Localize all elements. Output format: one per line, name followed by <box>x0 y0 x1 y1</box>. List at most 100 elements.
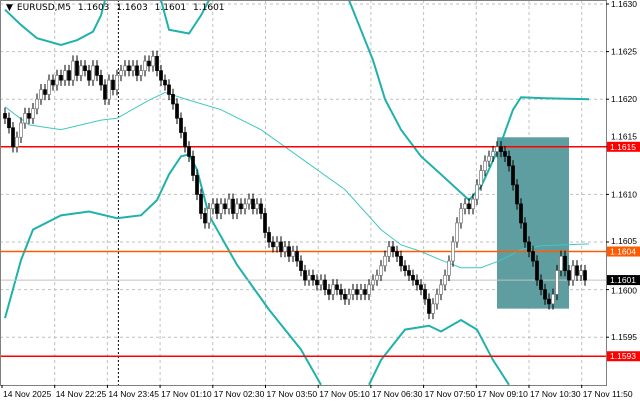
candle-body <box>211 203 215 210</box>
candle-body <box>175 103 179 119</box>
candle-body <box>347 294 351 300</box>
candle-body <box>435 294 439 305</box>
y-tick-label: 1.1600 <box>611 286 637 296</box>
candles <box>3 50 587 320</box>
candle-body <box>23 113 27 124</box>
candle-body <box>263 213 267 233</box>
candle-body <box>275 241 279 248</box>
candle-body <box>179 117 183 133</box>
candle-body <box>407 270 411 276</box>
candle-body <box>491 151 495 157</box>
candle-body <box>127 65 131 71</box>
candle-body <box>243 203 247 210</box>
bid-label: 1.1601 <box>610 275 636 285</box>
candle-body <box>207 208 211 224</box>
candle-body <box>319 279 323 286</box>
candle-body <box>135 65 139 76</box>
candle-body <box>215 203 219 214</box>
candle-body <box>311 274 315 281</box>
candle-body <box>75 60 79 76</box>
level-label-bg <box>607 246 640 257</box>
candle-body <box>39 89 43 100</box>
candle-body <box>307 274 311 281</box>
candle-body <box>87 70 91 81</box>
candle-body <box>447 260 451 276</box>
candle-body <box>467 203 471 210</box>
candle-body <box>379 265 383 276</box>
x-tick-label: 17 Nov 03:50 <box>267 389 318 399</box>
x-tick-label: 17 Nov 09:10 <box>477 389 528 399</box>
candle-body <box>395 251 399 257</box>
candle-body <box>527 241 531 252</box>
candle-body <box>571 265 575 281</box>
x-tick-label: 14 Nov 2025 <box>3 389 51 399</box>
candle-body <box>555 270 559 295</box>
candle-body <box>415 279 419 286</box>
candle-body <box>291 251 295 257</box>
candle-body <box>155 56 159 71</box>
candle-body <box>283 246 287 252</box>
candle-body <box>79 65 83 76</box>
candle-body <box>167 84 171 95</box>
candle-body <box>495 146 499 152</box>
y-tick-label: 1.1615 <box>611 131 637 141</box>
candle-body <box>403 265 407 271</box>
candle-body <box>327 289 331 295</box>
time-axis[interactable]: 14 Nov 2025 14 Nov 22:25 14 Nov 23:45 17 No… <box>1 385 633 399</box>
x-tick-label: 17 Nov 05:10 <box>319 389 370 399</box>
candle-body <box>583 270 587 281</box>
candle-body <box>503 151 507 157</box>
candle-body <box>139 70 143 76</box>
upper-band-line <box>348 1 590 202</box>
candle-body <box>67 70 71 81</box>
candle-body <box>227 198 231 210</box>
candle-body <box>247 198 251 205</box>
candle-body <box>279 241 283 252</box>
candle-body <box>235 203 239 214</box>
candle-body <box>463 203 467 210</box>
x-tick-label: 14 Nov 23:45 <box>108 389 159 399</box>
high-price: 1.1603 <box>116 3 148 13</box>
candle-body <box>443 274 447 286</box>
candle-body <box>219 203 223 214</box>
candle-body <box>511 165 515 186</box>
candle-body <box>55 75 59 86</box>
candle-body <box>43 89 47 95</box>
x-tick-label: 14 Nov 22:25 <box>56 389 107 399</box>
candle-body <box>287 246 291 257</box>
candle-body <box>427 298 431 314</box>
lower-band-line <box>4 153 322 385</box>
candle-body <box>575 265 579 276</box>
candle-body <box>539 279 543 290</box>
y-tick-label: 1.1630 <box>611 0 637 9</box>
candle-body <box>51 79 55 86</box>
candle-body <box>375 274 379 281</box>
candle-body <box>259 203 263 214</box>
candle-body <box>107 79 111 100</box>
candle-body <box>103 84 107 100</box>
price-axis[interactable]: 1.16301.16251.16201.16151.16101.16051.16… <box>606 0 637 342</box>
candle-body <box>131 65 135 71</box>
candle-body <box>423 289 427 300</box>
level-label-bg <box>607 351 640 362</box>
candle-body <box>487 155 491 162</box>
candle-body <box>451 241 455 262</box>
candle-body <box>11 127 15 148</box>
chart-header: ▼ EURUSD,M5 1.1603 1.1603 1.1601 1.1601 <box>6 3 229 13</box>
candle-body <box>579 270 583 276</box>
candle-body <box>543 289 547 300</box>
level-label: 1.1593 <box>610 351 636 361</box>
x-tick-label: 17 Nov 01:10 <box>161 389 212 399</box>
y-tick-label: 1.1625 <box>611 47 637 57</box>
candle-body <box>163 79 167 86</box>
candle-body <box>63 70 67 81</box>
candle-body <box>271 241 275 248</box>
y-tick-label: 1.1610 <box>611 189 637 199</box>
triangle-down-icon[interactable]: ▼ <box>6 3 13 13</box>
candle-body <box>255 203 259 210</box>
candle-body <box>7 117 11 129</box>
candle-body <box>115 75 119 91</box>
candle-body <box>35 98 39 110</box>
candle-body <box>547 298 551 305</box>
